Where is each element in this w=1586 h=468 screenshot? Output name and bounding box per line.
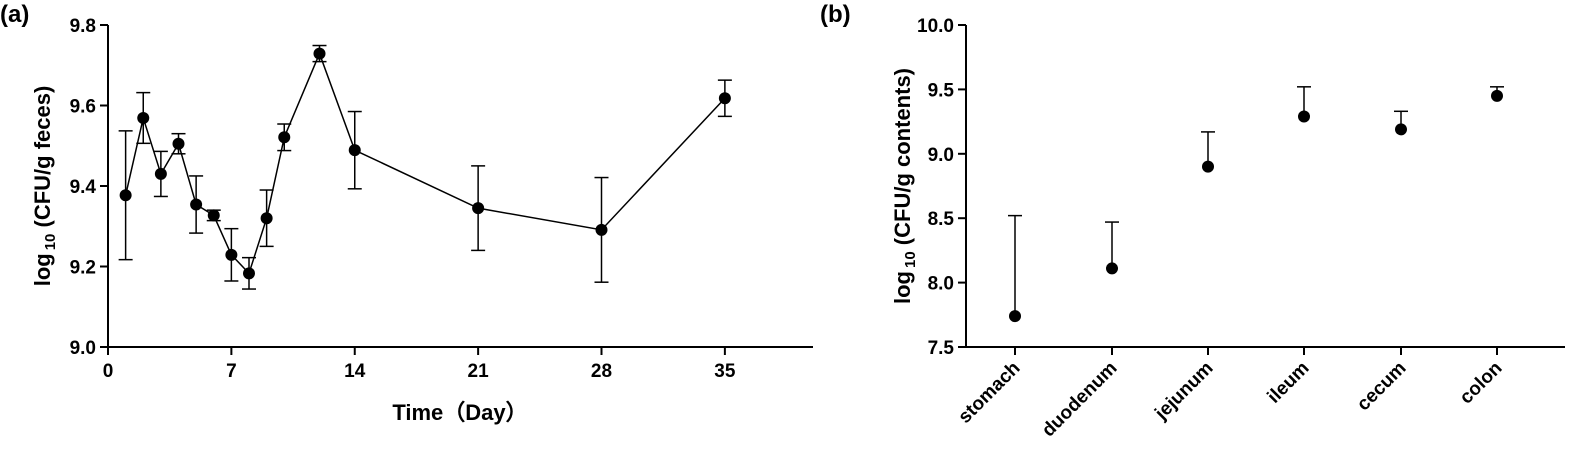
panel-a-y-title-sub: 10 [42, 234, 59, 251]
panel-b-y-title-sub: 10 [902, 251, 919, 268]
panel-a-data-point [190, 198, 203, 211]
panel-a-data-point [595, 223, 608, 236]
panel-a-data-point [718, 92, 731, 105]
panel-b-x-tick-label-colon: colon [1456, 358, 1507, 409]
panel-b-x-ticks: stomach duodenum jejunum ileum cecum colon [954, 347, 1507, 442]
panel-a-y-tick-label: 9.4 [70, 177, 97, 198]
panel-a-data-point [207, 209, 220, 222]
panel-a-data-point [278, 131, 291, 144]
panel-a-y-axis-title: log 10 (CFU/g feces) [30, 86, 59, 287]
panel-a-data-point [260, 212, 273, 225]
panel-a-data-point [313, 47, 326, 60]
panel-b-data-point [1202, 160, 1214, 173]
panel-a-y-tick-label: 9.8 [70, 16, 96, 37]
panel-a-y-tick-label: 9.6 [70, 97, 96, 118]
panel-b: (b) 7.5 8.0 8.5 9.0 9.5 10.0 stomach duodenum j… [820, 1, 1565, 441]
panel-a-data-point [137, 111, 150, 124]
panel-a-x-tick-label: 0 [103, 361, 114, 382]
panel-b-x-tick-label-jejunum: jejunum [1150, 358, 1217, 425]
panel-b-y-tick-label: 9.0 [928, 145, 954, 166]
panel-a-x-ticks: 0 7 14 21 28 35 [103, 347, 736, 382]
panel-a-data-point [225, 248, 238, 261]
panel-b-y-axis-title: log 10 (CFU/g contents) [890, 68, 919, 304]
panel-b-data-point [1009, 310, 1021, 323]
panel-a-data-point [172, 137, 185, 150]
panel-b-y-ticks: 7.5 8.0 8.5 9.0 9.5 10.0 [917, 16, 966, 359]
panel-b-x-tick-label-stomach: stomach [954, 358, 1024, 428]
panel-a-data-point [472, 202, 485, 215]
panel-b-data-point [1491, 89, 1503, 102]
panel-a-y-title-unit: (CFU/g feces) [30, 86, 55, 234]
panel-a-y-tick-label: 9.2 [70, 258, 96, 279]
panel-b-y-tick-label: 8.0 [928, 274, 954, 295]
panel-a-label: (a) [0, 1, 29, 28]
panel-a-data-point [243, 267, 255, 280]
panel-a-y-title-log: log [30, 253, 55, 286]
panel-a-data-point [119, 189, 132, 202]
panel-a-x-tick-label: 21 [468, 361, 490, 382]
panel-a-x-tick-label: 7 [226, 361, 237, 382]
panel-a-marks [118, 44, 732, 290]
panel-b-x-tick-label-cecum: cecum [1353, 358, 1410, 415]
panel-b-y-title-unit: (CFU/g contents) [890, 68, 915, 251]
panel-a-x-axis-title: Time（Day） [392, 400, 527, 425]
panel-b-marks [1008, 86, 1504, 323]
panel-a-x-tick-label: 35 [714, 361, 736, 382]
panel-a-x-tick-label: 28 [591, 361, 612, 382]
panel-b-y-title-log: log [890, 271, 915, 304]
panel-a-y-tick-label: 9.0 [70, 338, 96, 359]
panel-b-label: (b) [820, 1, 851, 28]
panel-a-x-tick-label: 14 [344, 361, 366, 382]
panel-b-x-tick-label-ileum: ileum [1264, 358, 1314, 408]
panel-a-y-ticks: 9.0 9.2 9.4 9.6 9.8 [70, 16, 108, 359]
panel-a: (a) 9.0 9.2 9.4 9.6 9.8 0 7 14 21 28 35 Time（Day）… [0, 1, 813, 425]
panel-a-data-point [154, 167, 167, 180]
panel-b-data-point [1106, 262, 1118, 275]
panel-a-data-point [348, 144, 361, 157]
panel-b-y-tick-label: 7.5 [928, 338, 955, 359]
panel-b-y-tick-label: 9.5 [928, 80, 955, 101]
panel-b-x-tick-label-duodenum: duodenum [1038, 358, 1122, 442]
panel-b-data-point [1298, 110, 1310, 123]
panel-b-y-tick-label: 8.5 [928, 209, 955, 230]
panel-b-data-point [1395, 123, 1407, 136]
panel-b-y-tick-label: 10.0 [917, 16, 954, 37]
panel-a-series-line [124, 51, 726, 275]
